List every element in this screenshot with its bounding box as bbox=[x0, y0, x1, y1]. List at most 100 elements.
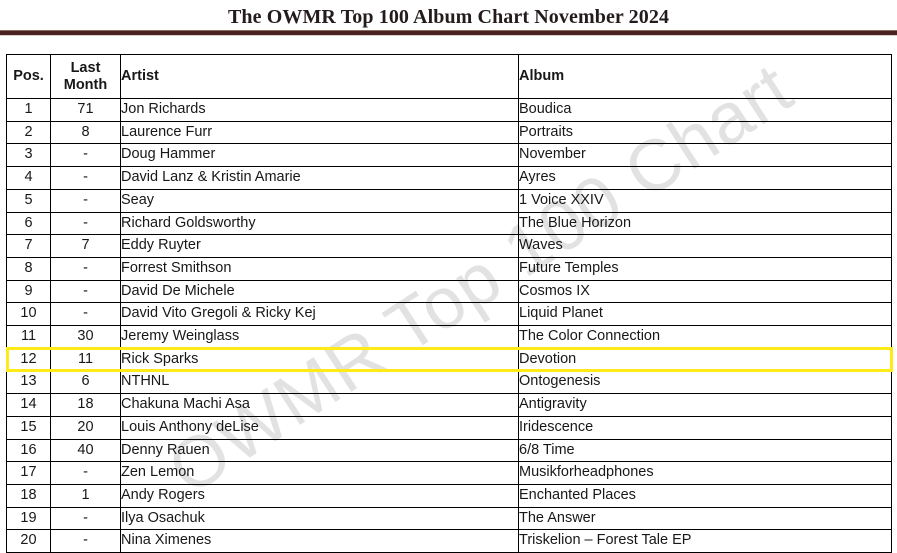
cell-artist: Jon Richards bbox=[120, 98, 519, 122]
table-row: 16 40 Denny Rauen 6/8 Time bbox=[6, 438, 892, 463]
cell-position: 20 bbox=[6, 529, 51, 553]
table-row: 12 11 Rick Sparks Devotion bbox=[6, 347, 892, 372]
cell-position: 7 bbox=[6, 234, 51, 258]
table-row: 5- Seay 1 Voice XXIV bbox=[6, 188, 892, 213]
column-header-last-month-line2: Month bbox=[63, 76, 108, 93]
cell-last-month: 30 bbox=[50, 325, 121, 349]
cell-album: Musikforheadphones bbox=[518, 461, 892, 485]
table-row: 4- David Lanz & Kristin Amarie Ayres bbox=[6, 166, 892, 190]
table-row: 19- Ilya Osachuk The Answer bbox=[6, 506, 892, 531]
cell-artist: Eddy Ruyter bbox=[120, 234, 519, 258]
cell-last-month: 7 bbox=[50, 234, 121, 258]
cell-position: 17 bbox=[6, 461, 51, 485]
cell-last-month: 18 bbox=[50, 393, 121, 417]
cell-album: Antigravity bbox=[518, 393, 892, 417]
cell-artist: NTHNL bbox=[120, 370, 519, 395]
cell-position: 10 bbox=[6, 302, 51, 327]
cell-artist: David Lanz & Kristin Amarie bbox=[120, 166, 519, 190]
cell-position: 13 bbox=[6, 370, 51, 395]
cell-last-month: - bbox=[50, 279, 121, 304]
cell-last-month: - bbox=[50, 529, 121, 553]
cell-last-month: 20 bbox=[50, 415, 121, 440]
table-row: 7 7 Eddy Ruyter Waves bbox=[6, 234, 892, 258]
cell-position: 14 bbox=[6, 393, 51, 417]
cell-artist: Richard Goldsworthy bbox=[120, 211, 519, 236]
cell-album: The Color Connection bbox=[518, 325, 892, 349]
cell-artist: David Vito Gregoli & Ricky Kej bbox=[120, 302, 519, 327]
cell-artist: Forrest Smithson bbox=[120, 256, 519, 281]
cell-artist: Ilya Osachuk bbox=[120, 506, 519, 531]
cell-artist: Laurence Furr bbox=[120, 120, 519, 145]
cell-album: Portraits bbox=[518, 120, 892, 145]
table-row: 6- Richard Goldsworthy The Blue Horizon bbox=[6, 211, 892, 236]
cell-artist: Doug Hammer bbox=[120, 143, 519, 168]
cell-album: Future Temples bbox=[518, 256, 892, 281]
cell-position: 16 bbox=[6, 438, 51, 463]
table-header: Pos. Last Month Artist Album bbox=[6, 54, 892, 99]
cell-last-month: - bbox=[50, 256, 121, 281]
cell-artist: Rick Sparks bbox=[120, 347, 519, 372]
cell-album: The Blue Horizon bbox=[518, 211, 892, 236]
cell-position: 6 bbox=[6, 211, 51, 236]
cell-position: 9 bbox=[6, 279, 51, 304]
cell-last-month: - bbox=[50, 506, 121, 531]
title-divider-rule bbox=[0, 30, 897, 36]
cell-last-month: 6 bbox=[50, 370, 121, 395]
cell-last-month: - bbox=[50, 166, 121, 190]
cell-album: November bbox=[518, 143, 892, 168]
table-row: 3- Doug Hammer November bbox=[6, 143, 892, 168]
cell-album: 1 Voice XXIV bbox=[518, 188, 892, 213]
cell-last-month: - bbox=[50, 302, 121, 327]
cell-artist: Seay bbox=[120, 188, 519, 213]
album-chart-table: Pos. Last Month Artist Album 1 71 Jon Rich… bbox=[6, 54, 892, 553]
cell-position: 15 bbox=[6, 415, 51, 440]
cell-artist: Jeremy Weinglass bbox=[120, 325, 519, 349]
column-header-position: Pos. bbox=[6, 54, 51, 99]
cell-last-month: - bbox=[50, 211, 121, 236]
cell-artist: Denny Rauen bbox=[120, 438, 519, 463]
cell-album: Ayres bbox=[518, 166, 892, 190]
cell-position: 3 bbox=[6, 143, 51, 168]
table-row: 11 30 Jeremy Weinglass The Color Connection bbox=[6, 325, 892, 349]
table-body: 1 71 Jon Richards Boudica 2 8 Laurence Furr Por… bbox=[6, 98, 892, 553]
cell-album: The Answer bbox=[518, 506, 892, 531]
table-row: 15 20 Louis Anthony deLise Iridescence bbox=[6, 415, 892, 440]
cell-artist: Andy Rogers bbox=[120, 483, 519, 508]
cell-last-month: 71 bbox=[50, 98, 121, 122]
page-title: The OWMR Top 100 Album Chart November 20… bbox=[227, 6, 670, 28]
column-header-last-month: Last Month bbox=[50, 54, 121, 99]
table-row: 1 71 Jon Richards Boudica bbox=[6, 98, 892, 122]
cell-last-month: 40 bbox=[50, 438, 121, 463]
cell-album: Ontogenesis bbox=[518, 370, 892, 395]
table-row: 2 8 Laurence Furr Portraits bbox=[6, 120, 892, 145]
table-row: 20- Nina Ximenes Triskelion – Forest Tale … bbox=[6, 529, 892, 553]
table-row: 8- Forrest Smithson Future Temples bbox=[6, 256, 892, 281]
cell-album: Liquid Planet bbox=[518, 302, 892, 327]
cell-artist: David De Michele bbox=[120, 279, 519, 304]
cell-position: 5 bbox=[6, 188, 51, 213]
table-row: 18 1 Andy Rogers Enchanted Places bbox=[6, 483, 892, 508]
cell-last-month: 11 bbox=[50, 347, 121, 372]
table-row: 17- Zen Lemon Musikforheadphones bbox=[6, 461, 892, 485]
cell-position: 12 bbox=[6, 347, 51, 372]
cell-artist: Zen Lemon bbox=[120, 461, 519, 485]
cell-last-month: - bbox=[50, 461, 121, 485]
cell-artist: Louis Anthony deLise bbox=[120, 415, 519, 440]
cell-position: 1 bbox=[6, 98, 51, 122]
cell-position: 4 bbox=[6, 166, 51, 190]
cell-last-month: 1 bbox=[50, 483, 121, 508]
table-row: 10- David Vito Gregoli & Ricky Kej Liquid … bbox=[6, 302, 892, 327]
cell-position: 2 bbox=[6, 120, 51, 145]
cell-album: Iridescence bbox=[518, 415, 892, 440]
column-header-artist: Artist bbox=[120, 54, 519, 99]
cell-position: 11 bbox=[6, 325, 51, 349]
cell-album: Triskelion – Forest Tale EP bbox=[518, 529, 892, 553]
table-row: 13 6 NTHNL Ontogenesis bbox=[6, 370, 892, 395]
cell-position: 18 bbox=[6, 483, 51, 508]
cell-album: 6/8 Time bbox=[518, 438, 892, 463]
cell-position: 19 bbox=[6, 506, 51, 531]
column-header-last-month-line1: Last bbox=[70, 59, 101, 76]
cell-position: 8 bbox=[6, 256, 51, 281]
column-header-album: Album bbox=[518, 54, 892, 99]
cell-last-month: - bbox=[50, 188, 121, 213]
